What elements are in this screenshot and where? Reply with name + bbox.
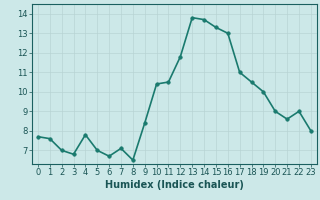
X-axis label: Humidex (Indice chaleur): Humidex (Indice chaleur) (105, 180, 244, 190)
